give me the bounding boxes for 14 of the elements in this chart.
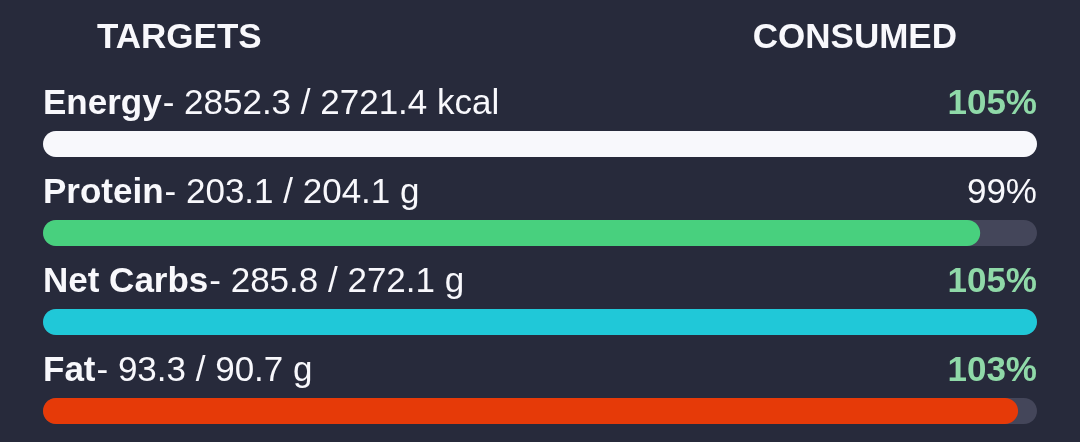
y-tick-label: Fat — [43, 349, 96, 388]
annotation: - 93.3 / 90.7 g — [96, 349, 313, 388]
y-tick-label: Energy — [43, 82, 163, 121]
data-label: 99% — [966, 171, 1037, 210]
annotation: - 2852.3 / 2721.4 kcal — [162, 82, 500, 121]
chart-title: TARGETS — [97, 16, 262, 55]
y-tick-label: Net Carbs — [43, 260, 209, 299]
data-label: 103% — [947, 349, 1037, 388]
y-tick-label: Protein — [43, 171, 164, 210]
data-label: 105% — [947, 82, 1037, 121]
text: CONSUMED — [752, 16, 957, 55]
annotation: - 285.8 / 272.1 g — [209, 260, 465, 299]
annotation: - 203.1 / 204.1 g — [164, 171, 420, 210]
data-label: 105% — [947, 260, 1037, 299]
